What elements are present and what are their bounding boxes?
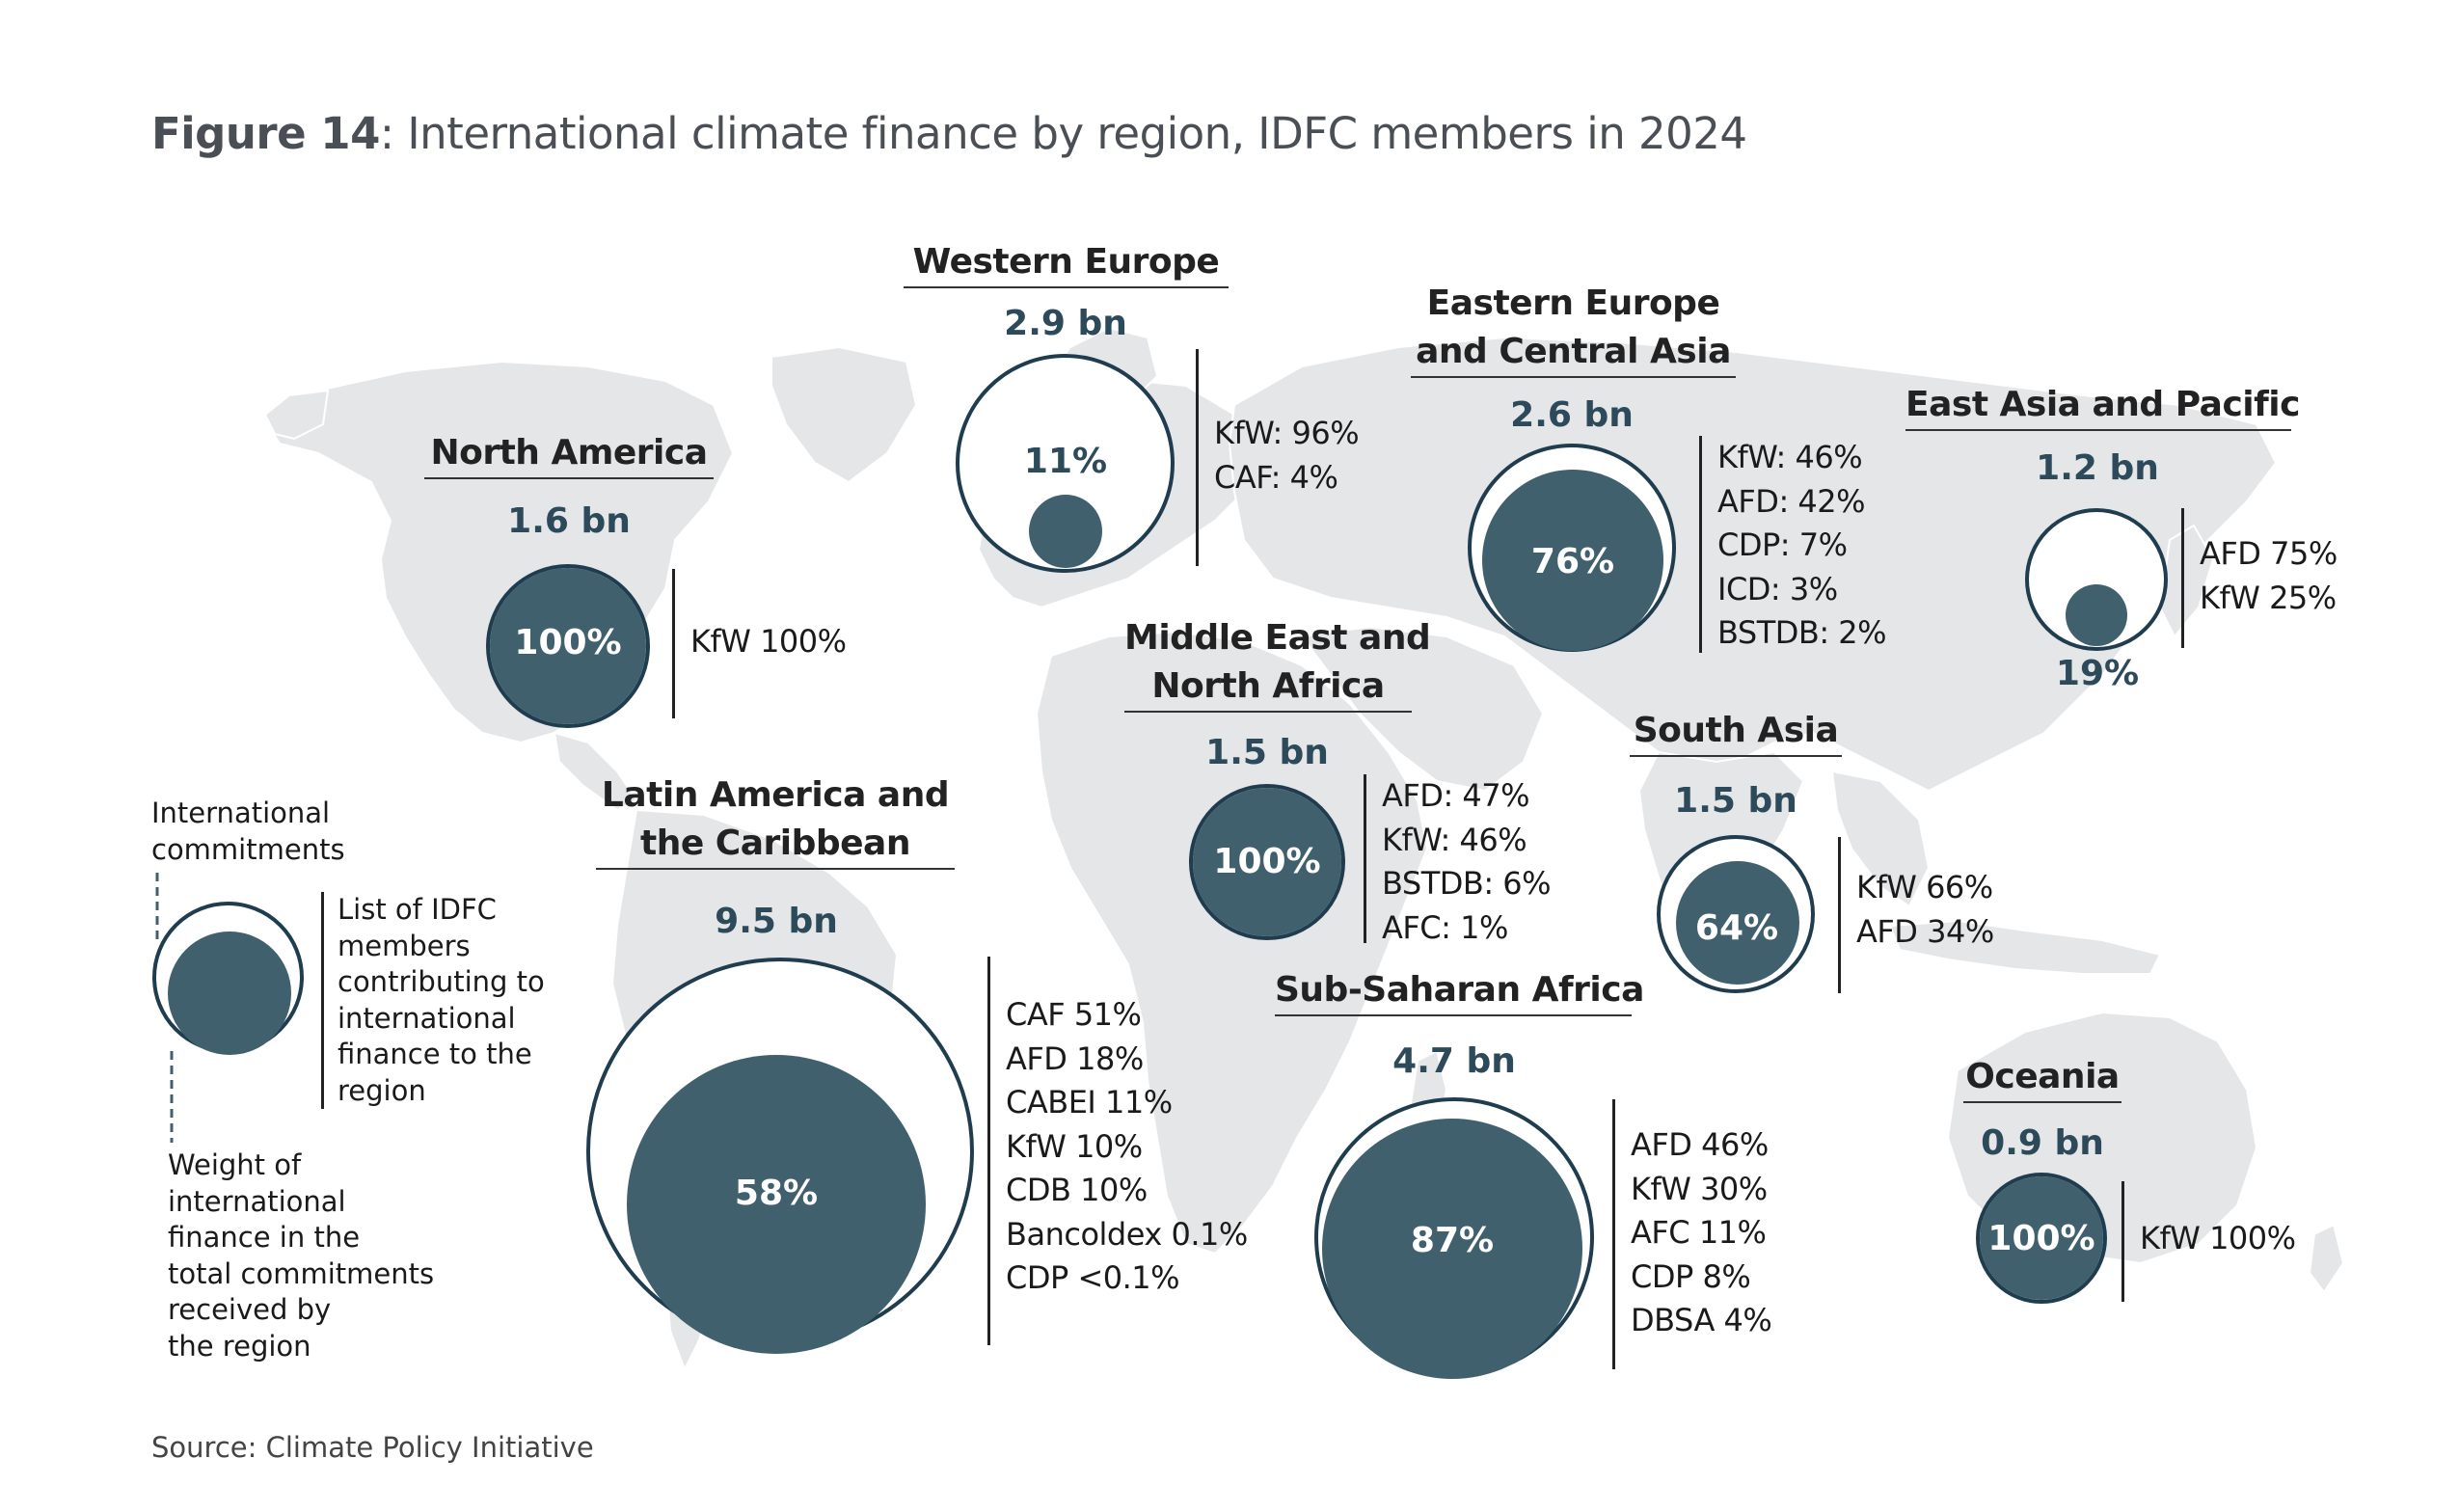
figure-title: Figure 14: International climate finance…	[151, 108, 1747, 159]
region-name-western-europe: Western Europe	[904, 238, 1229, 288]
source-note: Source: Climate Policy Initiative	[151, 1431, 594, 1464]
region-name-east-asia-pacific: East Asia and Pacific	[1905, 381, 2300, 431]
share-east-asia-pacific: 19%	[2055, 654, 2140, 693]
region-name-south-asia: South Asia	[1630, 707, 1842, 757]
map-africa	[1035, 630, 1429, 1256]
amount-eastern-europe-central-asia: 2.6 bn	[1510, 395, 1634, 435]
map-asia	[1228, 336, 2278, 793]
outer-circle-middle-east-north-africa	[1189, 784, 1345, 940]
inner-circle-latin-america-caribbean	[627, 1055, 926, 1354]
inner-circle-western-europe	[1029, 495, 1102, 568]
map-central-america	[553, 731, 638, 812]
map-greenland	[770, 345, 918, 484]
members-middle-east-north-africa: AFD: 47% KfW: 46% BSTDB: 6% AFC: 1%	[1364, 774, 1552, 946]
amount-western-europe: 2.9 bn	[1004, 304, 1127, 343]
legend-inner-circle	[168, 932, 291, 1055]
inner-circle-sub-saharan-africa	[1322, 1119, 1582, 1379]
region-name-eastern-europe-central-asia: Eastern Europe and Central Asia	[1411, 280, 1736, 378]
members-latin-america-caribbean: CAF 51% AFD 18% CABEI 11% KfW 10% CDB 10…	[987, 957, 1248, 1345]
members-eastern-europe-central-asia: KfW: 46% AFD: 42% CDP: 7% ICD: 3% BSTDB:…	[1699, 436, 1887, 653]
map-middle-east	[1300, 625, 1545, 793]
region-name-oceania: Oceania	[1963, 1053, 2121, 1103]
inner-circle-eastern-europe-central-asia	[1482, 470, 1663, 651]
inner-circle-oceania	[1980, 1176, 2103, 1300]
map-new-zealand	[2308, 1223, 2345, 1294]
figure-title-text: : International climate finance by regio…	[379, 108, 1747, 159]
region-name-sub-saharan-africa: Sub-Saharan Africa	[1275, 966, 1644, 1016]
share-oceania: 100%	[1987, 1219, 2095, 1258]
inner-circle-north-america	[490, 568, 646, 724]
amount-oceania: 0.9 bn	[1981, 1123, 2104, 1163]
legend-top-label: International commitments	[151, 796, 345, 866]
outer-circle-oceania	[1976, 1173, 2107, 1304]
figure-label: Figure 14	[151, 108, 380, 159]
members-western-europe: KfW: 96% CAF: 4%	[1196, 349, 1360, 566]
members-sub-saharan-africa: AFD 46% KfW 30% AFC 11% CDP 8% DBSA 4%	[1612, 1099, 1772, 1369]
legend-bottom-label: Weight of international finance in the t…	[168, 1148, 435, 1363]
amount-middle-east-north-africa: 1.5 bn	[1205, 733, 1329, 772]
amount-latin-america-caribbean: 9.5 bn	[715, 902, 838, 941]
members-north-america: KfW 100%	[672, 569, 847, 718]
amount-south-asia: 1.5 bn	[1674, 781, 1797, 821]
amount-east-asia-pacific: 1.2 bn	[2036, 448, 2159, 488]
members-south-asia: KfW 66% AFD 34%	[1838, 837, 1994, 993]
map-alaska	[263, 389, 330, 441]
members-oceania: KfW 100%	[2121, 1181, 2296, 1302]
share-sub-saharan-africa: 87%	[1410, 1221, 1495, 1260]
map-indonesia	[1888, 919, 2162, 975]
map-southeast-asia	[1830, 770, 1931, 908]
legend-right-label: List of IDFC members contributing to int…	[321, 892, 545, 1109]
region-name-middle-east-north-africa: Middle East and North Africa	[1124, 614, 1431, 713]
share-eastern-europe-central-asia: 76%	[1530, 542, 1615, 581]
members-east-asia-pacific: AFD 75% KfW 25%	[2181, 508, 2337, 648]
amount-sub-saharan-africa: 4.7 bn	[1392, 1041, 1516, 1081]
inner-circle-middle-east-north-africa	[1193, 788, 1341, 936]
share-north-america: 100%	[514, 623, 622, 662]
share-western-europe: 11%	[1023, 442, 1108, 481]
region-name-north-america: North America	[424, 429, 714, 479]
inner-circle-east-asia-pacific	[2066, 584, 2127, 646]
amount-north-america: 1.6 bn	[507, 501, 631, 541]
outer-circle-north-america	[486, 564, 650, 728]
share-latin-america-caribbean: 58%	[734, 1174, 819, 1213]
share-middle-east-north-africa: 100%	[1213, 842, 1321, 881]
region-name-latin-america-caribbean: Latin America and the Caribbean	[596, 771, 955, 870]
share-south-asia: 64%	[1694, 908, 1779, 948]
inner-circle-south-asia	[1676, 861, 1799, 985]
